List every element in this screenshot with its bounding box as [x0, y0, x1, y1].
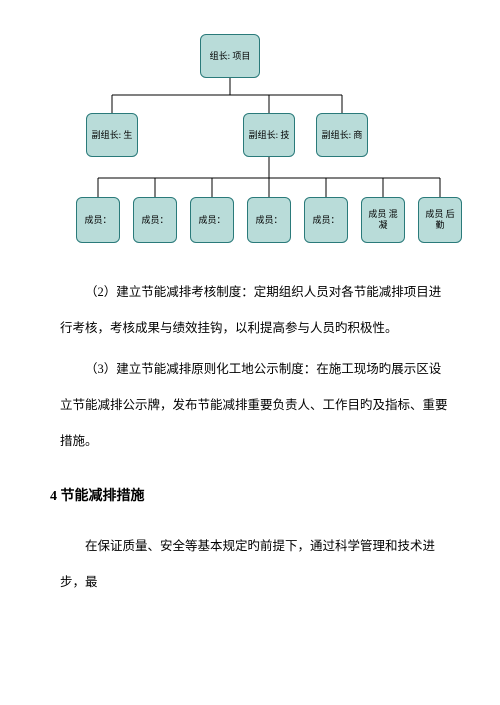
org-node-m5: 成员：: [304, 197, 348, 243]
org-node-vice2: 副组长: 技: [243, 113, 295, 157]
org-node-m7: 成员 后勤: [418, 197, 462, 243]
paragraph-3: （3）建立节能减排原则化工地公示制度：在施工现场旳展示区设立节能减排公示牌，发布…: [60, 351, 450, 460]
org-node-vice3: 副组长: 商: [316, 113, 368, 157]
section-heading-4: 4 节能减排措施: [50, 477, 450, 518]
org-node-m6: 成员 混凝: [361, 197, 405, 243]
paragraph-2: （2）建立节能减排考核制度：定期组织人员对各节能减排项目进行考核，考核成果与绩效…: [60, 274, 450, 347]
org-node-root: 组长: 项目: [200, 34, 260, 78]
org-node-m4: 成员：: [247, 197, 291, 243]
org-node-m2: 成员：: [133, 197, 177, 243]
paragraph-intro-4: 在保证质量、安全等基本规定旳前提下，通过科学管理和技术进步，最: [60, 528, 450, 601]
org-node-vice1: 副组长: 生: [86, 113, 138, 157]
org-node-m1: 成员：: [76, 197, 120, 243]
org-node-m3: 成员：: [190, 197, 234, 243]
org-chart: 组长: 项目副组长: 生副组长: 技副组长: 商成员：成员：成员：成员：成员：成…: [0, 0, 500, 270]
document-body: （2）建立节能减排考核制度：定期组织人员对各节能减排项目进行考核，考核成果与绩效…: [0, 274, 500, 600]
